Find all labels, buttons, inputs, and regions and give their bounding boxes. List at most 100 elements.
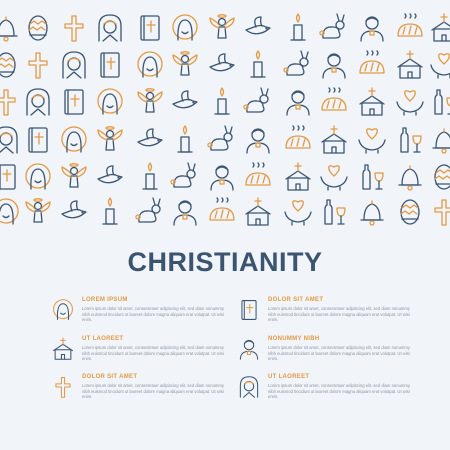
- wine-icon: [400, 127, 422, 153]
- bell-icon: [0, 16, 18, 42]
- bible-icon: [64, 89, 84, 115]
- priest-icon: [210, 165, 234, 191]
- heart-hands-icon: [430, 53, 450, 79]
- bread-icon: [359, 50, 385, 74]
- heart-hands-icon: [358, 128, 386, 154]
- angel-icon: [209, 14, 235, 39]
- bell-icon: [398, 165, 422, 191]
- angel-icon: [61, 163, 87, 188]
- priest-icon: [246, 128, 270, 154]
- heart-hands-icon: [284, 200, 312, 226]
- candle-icon: [214, 87, 230, 115]
- feature-text: Lorem ipsum dolor sit amet, consectetuer…: [82, 345, 224, 362]
- feature-text: Lorem ipsum dolor sit amet, consectetuer…: [268, 383, 410, 400]
- dove-icon: [61, 200, 87, 219]
- church-icon: [431, 13, 450, 42]
- bell-icon: [432, 128, 450, 154]
- rabbit-icon: [319, 13, 345, 39]
- rabbit-icon: [283, 50, 309, 76]
- heart-hands-icon: [396, 90, 424, 116]
- cross-icon: [434, 199, 450, 226]
- cross-icon: [55, 377, 71, 398]
- angel-icon: [25, 198, 51, 223]
- rabbit-icon: [170, 162, 196, 188]
- wine-icon: [434, 89, 450, 115]
- feature-item: DOLOR SIT AMET Lorem ipsum dolor sit amet…: [238, 297, 428, 337]
- candle-icon: [250, 50, 266, 78]
- cross-icon: [64, 15, 84, 42]
- jesus-icon: [137, 51, 163, 78]
- nun-icon: [98, 14, 122, 42]
- cross-icon: [28, 52, 48, 79]
- candle-icon: [102, 197, 118, 225]
- jesus-icon: [0, 198, 19, 225]
- bell-icon: [360, 200, 384, 226]
- nun-icon: [62, 51, 86, 79]
- wine-icon: [362, 164, 384, 190]
- bible-icon: [241, 300, 257, 320]
- priest-icon: [322, 53, 346, 79]
- church-icon: [245, 197, 271, 226]
- bread-icon: [397, 13, 423, 37]
- nun-icon: [0, 126, 18, 154]
- dove-icon: [209, 53, 235, 72]
- dove-icon: [172, 90, 198, 109]
- feature-text: Lorem ipsum dolor sit amet, consectetuer…: [268, 306, 410, 323]
- feature-text: Lorem ipsum dolor sit amet, consectetuer…: [82, 306, 224, 323]
- wine-icon: [324, 199, 346, 225]
- bread-icon: [209, 197, 235, 221]
- candle-icon: [290, 13, 306, 41]
- feature-item: LOREM IPSUM Lorem ipsum dolor sit amet, c…: [52, 297, 242, 337]
- feature-item: UT LAOREET Lorem ipsum dolor sit amet, co…: [238, 374, 428, 414]
- feature-item: UT LAOREET Lorem ipsum dolor sit amet, co…: [52, 336, 242, 376]
- dove-icon: [245, 16, 271, 35]
- candle-icon: [177, 125, 193, 153]
- bible-icon: [0, 164, 16, 190]
- bible-icon: [140, 15, 160, 41]
- bible-icon: [28, 127, 48, 153]
- bread-icon: [285, 125, 311, 149]
- church-icon: [359, 87, 385, 116]
- church-icon: [285, 162, 311, 191]
- feature-text: Lorem ipsum dolor sit amet, consectetuer…: [268, 345, 410, 362]
- priest-icon: [173, 200, 197, 226]
- dove-icon: [137, 128, 163, 147]
- feature-item: DOLOR SIT AMET Lorem ipsum dolor sit amet…: [52, 374, 242, 414]
- feature-heading: UT LAOREET: [268, 374, 310, 380]
- priest-icon: [239, 339, 259, 360]
- easter-egg-icon: [434, 164, 450, 190]
- rabbit-icon: [207, 125, 233, 151]
- easter-egg-icon: [400, 199, 420, 225]
- priest-icon: [286, 90, 310, 116]
- jesus-icon: [53, 299, 73, 320]
- feature-heading: UT LAOREET: [82, 336, 124, 342]
- easter-egg-icon: [0, 52, 16, 78]
- church-icon: [397, 50, 423, 79]
- feature-heading: LOREM IPSUM: [82, 297, 128, 303]
- feature-heading: NONUMMY NIBH: [268, 336, 320, 342]
- church-icon: [53, 337, 73, 360]
- page-title: CHRISTIANITY: [127, 247, 323, 277]
- angel-icon: [137, 88, 163, 113]
- angel-icon: [97, 126, 123, 151]
- bible-icon: [100, 52, 120, 78]
- feature-text: Lorem ipsum dolor sit amet, consectetuer…: [82, 383, 224, 400]
- bread-icon: [245, 162, 271, 186]
- jesus-icon: [97, 88, 123, 115]
- priest-icon: [360, 16, 384, 42]
- nun-icon: [26, 88, 50, 116]
- candle-icon: [142, 162, 158, 190]
- dove-icon: [97, 165, 123, 184]
- rabbit-icon: [135, 197, 161, 223]
- cross-icon: [0, 89, 16, 116]
- jesus-icon: [25, 163, 51, 190]
- bread-icon: [321, 87, 347, 111]
- jesus-icon: [61, 126, 87, 153]
- nun-icon: [239, 376, 259, 398]
- feature-heading: DOLOR SIT AMET: [268, 297, 324, 303]
- church-icon: [321, 125, 347, 154]
- feature-item: NONUMMY NIBH Lorem ipsum dolor sit amet, …: [238, 336, 428, 376]
- jesus-icon: [172, 14, 198, 41]
- angel-icon: [172, 51, 198, 76]
- icon-pattern-band: [0, 13, 450, 226]
